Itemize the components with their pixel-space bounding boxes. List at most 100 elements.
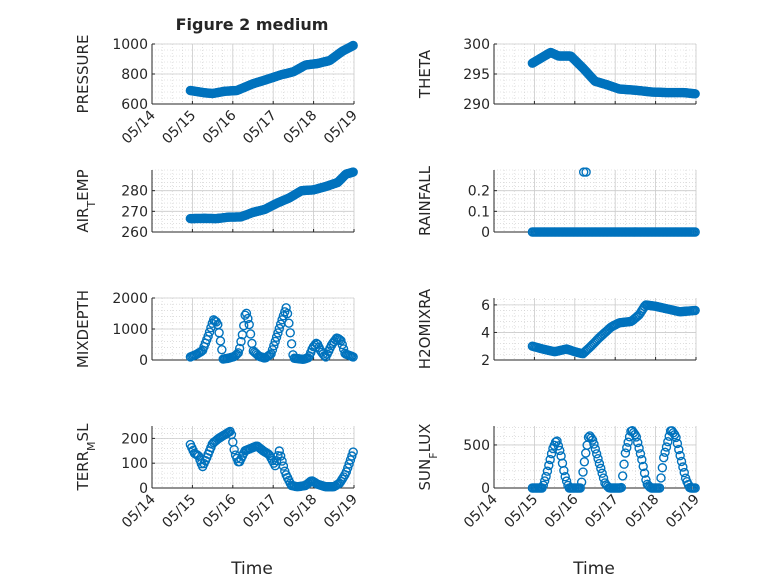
data-point	[690, 89, 700, 99]
data-point	[668, 428, 679, 438]
data-point	[273, 328, 283, 338]
data-point	[233, 348, 243, 358]
data-point	[675, 450, 685, 461]
data-point	[676, 456, 687, 467]
x-tick-label: 05/17	[240, 108, 280, 148]
y-tick-label: 290	[463, 97, 490, 113]
data-point	[334, 334, 345, 345]
data-point	[587, 435, 598, 445]
data-point	[347, 451, 357, 461]
y-axis-label-main: PRESSURE	[74, 35, 92, 114]
data-point	[560, 472, 570, 482]
y-axis-label-sub: M	[85, 441, 98, 451]
x-tick-label: 05/17	[582, 492, 622, 532]
y-tick-label: 0	[481, 225, 490, 241]
data-point	[269, 340, 279, 351]
data-point	[336, 335, 346, 346]
data-point	[674, 444, 684, 455]
data-point	[217, 344, 227, 355]
data-point	[679, 467, 689, 478]
x-tick-label: 05/19	[663, 492, 703, 532]
data-point	[654, 483, 665, 493]
data-point	[286, 339, 297, 349]
y-axis-label-main: H2OMIXRA	[416, 288, 434, 369]
data-point	[555, 445, 565, 456]
subplot-1: 600 800 1000 05/14 05/15 05/16 05/17 05/18 05/19…	[74, 35, 361, 148]
x-tick-label: 05/15	[159, 108, 199, 148]
x-tick-label: 05/18	[281, 108, 321, 148]
data-point	[277, 456, 287, 466]
data-point	[593, 453, 603, 464]
series-points	[185, 426, 358, 492]
y-tick-label: 100	[121, 456, 148, 472]
data-point	[318, 349, 328, 359]
data-point	[594, 458, 605, 469]
y-tick-label: 600	[121, 97, 148, 113]
data-point	[545, 454, 555, 465]
y-axis-label-tail: SL	[74, 423, 92, 442]
subplot-8: 0 500 05/14 05/15 05/16 05/17 05/18 05/19 SUNFLU…	[416, 424, 703, 532]
y-tick-label: 295	[463, 67, 490, 83]
data-point	[589, 439, 599, 449]
series-points	[527, 300, 700, 359]
subplot-4: 0 0.1 0.2 RAINFALL	[416, 165, 700, 241]
data-point	[267, 345, 278, 355]
x-tick-label: 05/16	[200, 107, 240, 147]
data-point	[274, 446, 285, 456]
data-point	[348, 40, 358, 51]
data-point	[656, 473, 666, 483]
data-point	[659, 452, 669, 463]
y-tick-label: 280	[121, 184, 148, 200]
data-point	[348, 352, 358, 362]
data-point	[586, 433, 596, 443]
series-points	[185, 167, 358, 224]
series-points	[527, 167, 700, 237]
data-point	[203, 331, 213, 341]
data-point	[678, 462, 688, 472]
data-point	[344, 459, 354, 469]
x-tick-label: 05/15	[501, 492, 541, 532]
data-point	[270, 336, 280, 347]
y-tick-label: 0.1	[468, 204, 490, 220]
y-tick-label: 500	[463, 438, 490, 454]
data-point	[638, 461, 648, 472]
data-point	[576, 477, 587, 487]
data-point	[596, 463, 606, 474]
y-tick-label: 6	[481, 298, 490, 314]
data-point	[590, 444, 601, 454]
data-point	[284, 318, 294, 328]
y-axis-label-sub: F	[427, 452, 440, 458]
series-points	[527, 47, 700, 99]
data-point	[204, 327, 215, 337]
data-point	[338, 472, 349, 482]
data-point	[619, 459, 629, 469]
data-point	[278, 461, 289, 471]
data-point	[690, 227, 700, 237]
data-point	[622, 442, 632, 453]
data-point	[229, 444, 239, 455]
data-point	[243, 313, 253, 324]
data-point	[690, 483, 700, 493]
figure-title: Figure 2 medium	[176, 15, 329, 34]
data-point	[539, 476, 550, 486]
y-tick-label: 2000	[112, 291, 148, 307]
subplot-5: 0 1000 2000 MIXDEPTH	[74, 290, 358, 369]
y-axis-label: THETA	[416, 49, 434, 99]
data-point	[546, 449, 557, 459]
x-tick-label: 05/14	[461, 491, 501, 531]
data-point	[348, 447, 358, 457]
y-axis-label-main: THETA	[416, 49, 434, 99]
data-point	[620, 448, 631, 458]
y-axis-label: AIRTEMP	[74, 169, 98, 232]
x-tick-label: 05/16	[200, 491, 240, 531]
x-axis-label-right: Time	[572, 559, 615, 579]
x-axis-label-left: Time	[230, 559, 273, 579]
data-point	[660, 447, 670, 458]
data-point	[274, 323, 285, 334]
data-point	[617, 471, 628, 481]
y-tick-label: 0	[139, 481, 148, 497]
y-axis-label-main: SUN	[416, 459, 434, 491]
data-point	[303, 353, 313, 363]
data-point	[239, 320, 249, 331]
